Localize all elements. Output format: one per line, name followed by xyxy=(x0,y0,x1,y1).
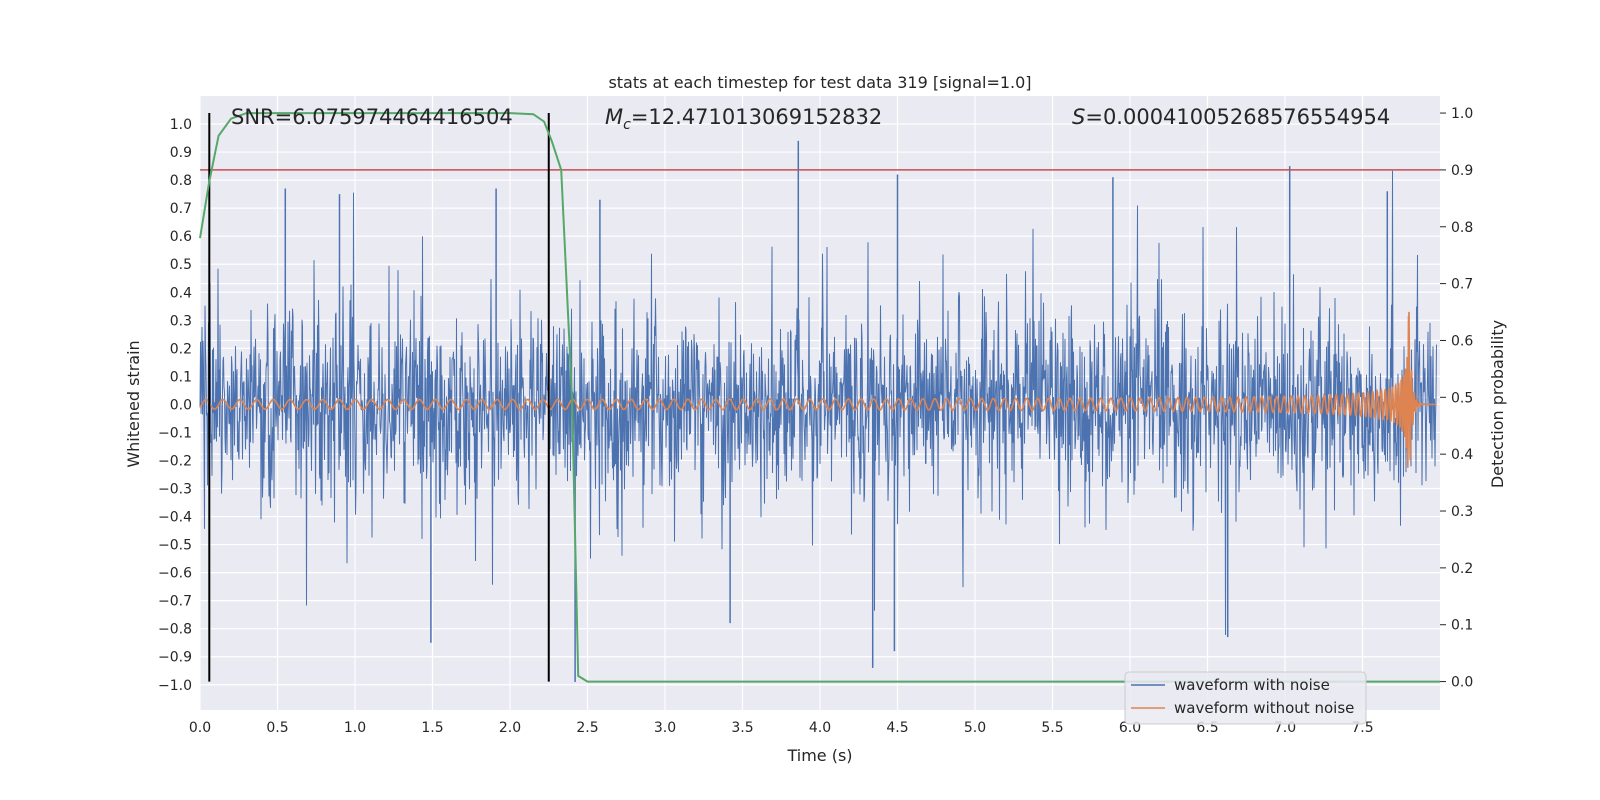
chirp-mass-symbol: M xyxy=(605,105,623,129)
legend-box xyxy=(1124,671,1367,725)
y-tick-label: 0.7 xyxy=(170,201,192,217)
x-tick-label: 0.5 xyxy=(266,720,288,736)
y2-tick-label: 0.2 xyxy=(1451,561,1473,577)
x-tick-label: 2.0 xyxy=(499,720,521,736)
x-tick-label: 4.5 xyxy=(886,720,908,736)
y-tick-label: −0.9 xyxy=(158,650,192,666)
y2-tick-label: 0.3 xyxy=(1451,504,1473,520)
y-tick-label: 0.9 xyxy=(170,145,192,161)
y2-tick-label: 0.5 xyxy=(1451,390,1473,406)
y-axis-label: Whitened strain xyxy=(124,340,143,467)
y-tick-label: 0.0 xyxy=(170,397,192,413)
y2-tick-label: 0.1 xyxy=(1451,618,1473,634)
x-tick-label: 1.0 xyxy=(344,720,366,736)
y-tick-label: 0.1 xyxy=(170,369,192,385)
x-tick-label: 2.5 xyxy=(576,720,598,736)
y2-tick-label: 0.4 xyxy=(1451,447,1473,463)
chart-title: stats at each timestep for test data 319… xyxy=(608,73,1031,92)
legend: waveform with noise waveform without noi… xyxy=(1124,671,1367,725)
legend-label-noise: waveform with noise xyxy=(1174,676,1330,694)
y-tick-label: −0.8 xyxy=(158,622,192,638)
chirp-mass-value: =12.471013069152832 xyxy=(631,105,882,129)
y-tick-label: 0.8 xyxy=(170,173,192,189)
y-tick-label: −0.7 xyxy=(158,594,192,610)
legend-label-clean: waveform without noise xyxy=(1174,699,1354,717)
snr-annotation: SNR=6.075974464416504 xyxy=(231,105,513,129)
y-tick-label: 1.0 xyxy=(170,117,192,133)
y-tick-label: 0.4 xyxy=(170,285,192,301)
y-tick-label: −1.0 xyxy=(158,678,192,694)
y2-tick-label: 1.0 xyxy=(1451,106,1473,122)
x-tick-label: 5.5 xyxy=(1041,720,1063,736)
vertical-markers xyxy=(208,113,550,682)
y2-axis-label: Detection probability xyxy=(1488,320,1507,488)
x-tick-label: 1.5 xyxy=(421,720,443,736)
y-tick-label: 0.3 xyxy=(170,313,192,329)
y2-tick-label: 0.0 xyxy=(1451,675,1473,691)
series-waveform-without-noise xyxy=(199,311,1437,468)
chirp-mass-annotation: Mc=12.471013069152832 xyxy=(605,105,882,133)
y-tick-label: 0.5 xyxy=(170,257,192,273)
y-tick-label: −0.3 xyxy=(158,482,192,498)
y2-tick-labels: 1.0 0.9 0.8 0.7 0.6 0.5 0.4 0.3 0.2 0.1 0.0 xyxy=(1440,106,1473,691)
x-tick-label: 4.0 xyxy=(809,720,831,736)
y-tick-label: 0.6 xyxy=(170,229,192,245)
x-tick-label: 3.5 xyxy=(731,720,753,736)
y2-tick-label: 0.9 xyxy=(1451,163,1473,179)
x-tick-label: 5.0 xyxy=(964,720,986,736)
plot-area xyxy=(199,112,1440,683)
s-annotation: S=0.00041005268576554954 xyxy=(1072,105,1390,129)
s-value: =0.00041005268576554954 xyxy=(1085,105,1390,129)
series-waveform-with-noise xyxy=(199,170,1437,636)
y-tick-labels: 1.0 0.9 0.8 0.7 0.6 0.5 0.4 0.3 0.2 0.1 0.0 −0.1 −0.… xyxy=(158,117,192,694)
y-tick-label: −0.1 xyxy=(158,425,192,441)
series-waveform-with-noise-spikes xyxy=(284,140,1389,682)
y2-tick-label: 0.8 xyxy=(1451,220,1473,236)
series-detection-probability xyxy=(199,112,1440,683)
s-symbol: S xyxy=(1072,105,1085,129)
y-tick-label: −0.2 xyxy=(158,453,192,469)
y-tick-label: −0.6 xyxy=(158,566,192,582)
x-axis-label: Time (s) xyxy=(786,746,852,765)
chirp-mass-subscript: c xyxy=(623,117,631,133)
y-tick-label: 0.2 xyxy=(170,341,192,357)
y2-tick-label: 0.7 xyxy=(1451,277,1473,293)
y2-tick-label: 0.6 xyxy=(1451,333,1473,349)
y-tick-label: −0.5 xyxy=(158,538,192,554)
x-tick-label: 0.0 xyxy=(189,720,211,736)
x-tick-label: 3.0 xyxy=(654,720,676,736)
y-tick-label: −0.4 xyxy=(158,510,192,526)
